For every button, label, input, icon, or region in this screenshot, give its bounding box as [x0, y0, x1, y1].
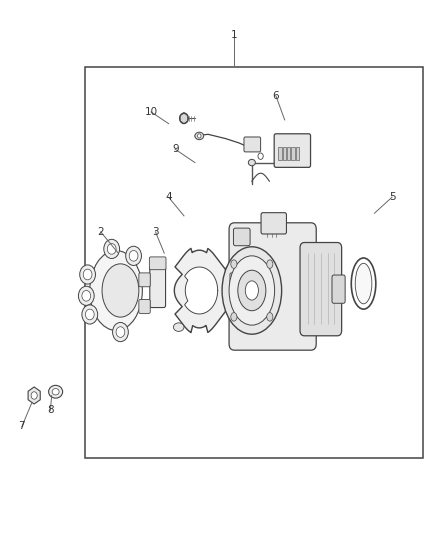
FancyBboxPatch shape: [274, 134, 311, 167]
Ellipse shape: [102, 264, 139, 317]
FancyBboxPatch shape: [300, 243, 342, 336]
FancyBboxPatch shape: [233, 228, 250, 246]
Ellipse shape: [231, 260, 237, 269]
Bar: [296, 147, 299, 160]
Bar: [278, 147, 282, 160]
Text: 5: 5: [389, 192, 396, 202]
FancyBboxPatch shape: [230, 273, 240, 292]
Ellipse shape: [52, 389, 59, 395]
Bar: [287, 147, 290, 160]
Ellipse shape: [222, 247, 282, 334]
Circle shape: [126, 246, 141, 265]
Polygon shape: [28, 387, 40, 404]
Ellipse shape: [83, 269, 92, 280]
Ellipse shape: [116, 327, 125, 337]
FancyBboxPatch shape: [332, 275, 345, 303]
Ellipse shape: [31, 392, 37, 399]
Text: 9: 9: [172, 144, 179, 154]
Ellipse shape: [258, 153, 263, 159]
Bar: [291, 147, 295, 160]
Ellipse shape: [129, 251, 138, 261]
Circle shape: [113, 322, 128, 342]
FancyBboxPatch shape: [244, 137, 261, 152]
Ellipse shape: [225, 265, 236, 274]
Text: 4: 4: [165, 192, 172, 202]
Ellipse shape: [355, 263, 372, 304]
FancyBboxPatch shape: [150, 266, 166, 308]
Bar: [283, 147, 286, 160]
Bar: [85, 67, 423, 458]
Ellipse shape: [82, 290, 91, 301]
Ellipse shape: [107, 244, 116, 254]
Ellipse shape: [267, 260, 273, 269]
FancyBboxPatch shape: [261, 213, 286, 234]
FancyBboxPatch shape: [139, 300, 150, 313]
Circle shape: [82, 305, 98, 324]
FancyBboxPatch shape: [229, 223, 316, 350]
Ellipse shape: [90, 251, 142, 330]
Text: 7: 7: [18, 422, 25, 431]
Ellipse shape: [245, 281, 258, 300]
Ellipse shape: [231, 312, 237, 321]
Ellipse shape: [173, 323, 184, 332]
Ellipse shape: [198, 134, 201, 138]
Text: 6: 6: [272, 91, 279, 101]
Text: 1: 1: [231, 30, 238, 39]
Ellipse shape: [49, 385, 63, 398]
Ellipse shape: [238, 270, 266, 311]
FancyBboxPatch shape: [149, 257, 166, 270]
Polygon shape: [184, 267, 218, 314]
FancyBboxPatch shape: [139, 273, 150, 287]
Circle shape: [104, 239, 120, 259]
Ellipse shape: [267, 312, 273, 321]
Circle shape: [80, 265, 95, 284]
Ellipse shape: [85, 309, 94, 320]
Text: 8: 8: [47, 406, 54, 415]
Polygon shape: [174, 248, 233, 333]
Ellipse shape: [180, 113, 188, 124]
Circle shape: [78, 286, 94, 305]
Ellipse shape: [248, 159, 255, 166]
Ellipse shape: [229, 256, 275, 325]
Text: 2: 2: [97, 227, 104, 237]
Ellipse shape: [351, 258, 376, 309]
Text: 3: 3: [152, 227, 159, 237]
Text: 10: 10: [145, 107, 158, 117]
Ellipse shape: [195, 132, 204, 140]
